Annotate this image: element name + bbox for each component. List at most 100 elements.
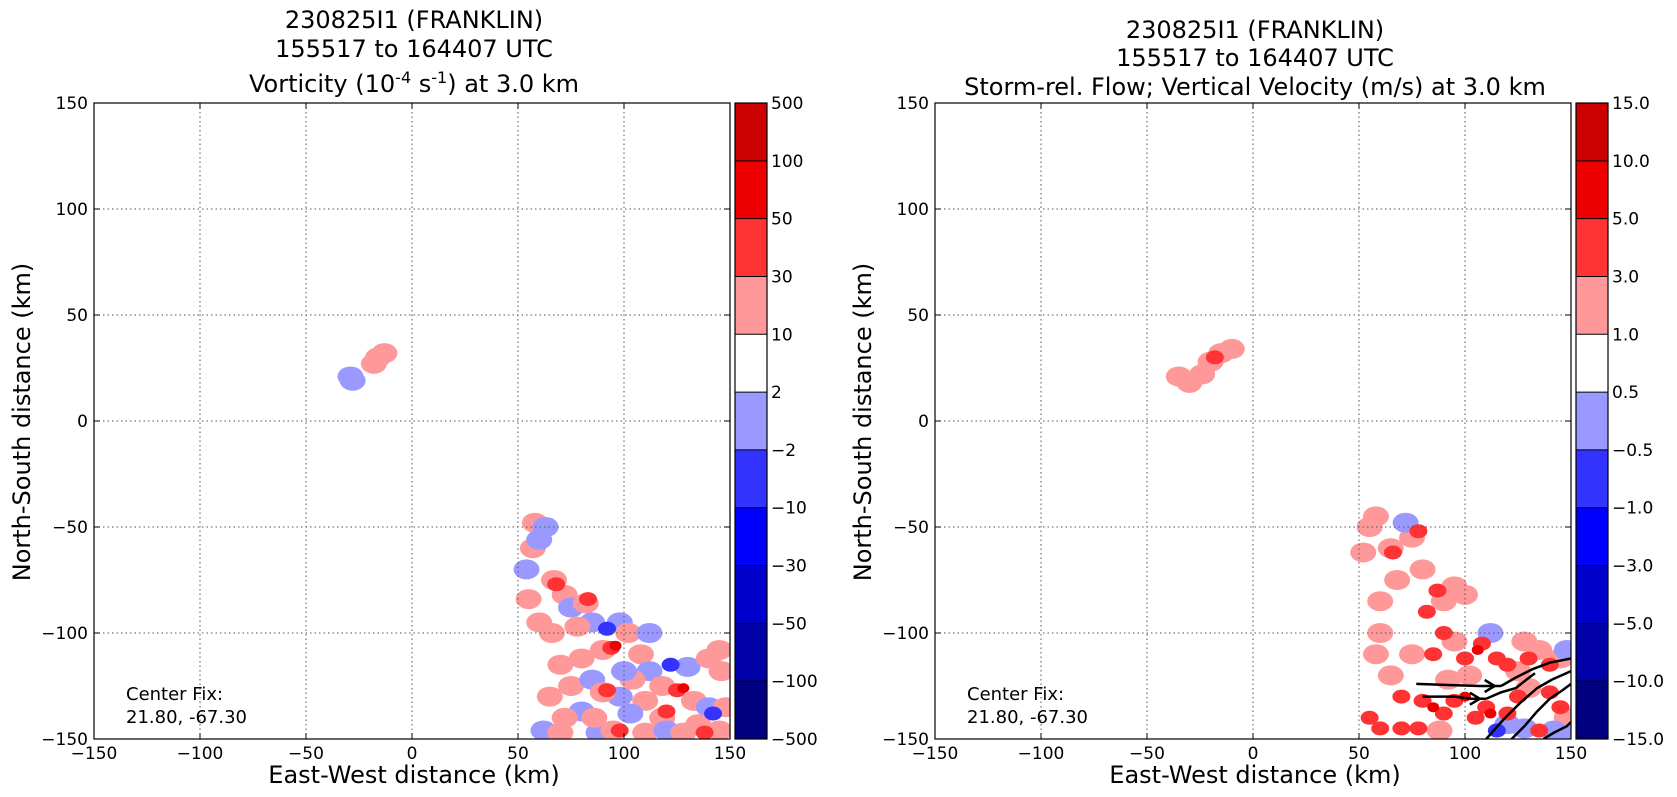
positive-contour-patch <box>706 639 730 660</box>
positive-contour-patch <box>1498 657 1517 672</box>
positive-contour-patch <box>1392 689 1411 704</box>
positive-contour-patch <box>360 353 387 374</box>
colorbar-tick-label: 3.0 <box>1612 267 1639 287</box>
colorbar-segment <box>735 623 767 682</box>
left-title-exp-2: -1 <box>431 68 447 87</box>
positive-contour-patch <box>564 616 591 637</box>
x-tick-label: 150 <box>714 744 746 764</box>
positive-contour-patch <box>578 592 597 607</box>
right-y-axis-label: North-South distance (km) <box>849 263 877 582</box>
negative-contour-patch <box>704 706 723 721</box>
colorbar-tick-label: −500 <box>771 730 818 750</box>
y-tick-label: −100 <box>41 624 88 644</box>
colorbar-tick-label: 10.0 <box>1612 152 1650 172</box>
positive-contour-patch <box>558 676 584 696</box>
colorbar-segment <box>1576 623 1608 682</box>
negative-contour-patch <box>636 623 663 643</box>
positive-contour-patch <box>610 723 629 738</box>
positive-contour-patch <box>1383 545 1402 560</box>
colorbar-segment <box>1576 392 1608 450</box>
left-x-axis-label: East-West distance (km) <box>268 761 559 789</box>
streamline <box>1485 672 1536 700</box>
left-title-line-3: Vorticity (10-4 s-1) at 3.0 km <box>249 68 579 98</box>
colorbar-segment <box>1576 449 1608 508</box>
colorbar-tick-label: −50 <box>771 614 807 634</box>
streamline-arrowhead <box>1484 678 1498 694</box>
colorbar-tick-label: 2 <box>771 383 782 403</box>
colorbar-segment <box>1576 218 1608 277</box>
positive-contour-patch <box>1417 604 1436 619</box>
y-tick-label: −50 <box>52 518 88 538</box>
colorbar-tick-label: −0.5 <box>1612 441 1653 461</box>
x-tick-label: −50 <box>288 744 324 764</box>
positive-contour-patch <box>677 683 690 694</box>
positive-contour-patch <box>1424 647 1443 662</box>
vorticity-panel: 230825I1 (FRANKLIN) 155517 to 164407 UTC… <box>8 6 818 789</box>
x-tick-label: −50 <box>1129 744 1165 764</box>
positive-contour-patch <box>1427 702 1440 713</box>
contour-fill-layer <box>337 343 730 739</box>
left-y-axis-label: North-South distance (km) <box>8 263 36 582</box>
negative-contour-patch <box>598 621 617 636</box>
positive-contour-patch <box>1165 366 1192 387</box>
x-tick-label: 150 <box>1555 744 1587 764</box>
left-title-exp-1: -4 <box>395 68 411 87</box>
colorbar-segment <box>735 276 767 335</box>
colorbar-tick-label: 100 <box>771 152 803 172</box>
positive-contour-patch <box>1509 689 1527 704</box>
plot-frame <box>93 102 731 740</box>
negative-contour-patch <box>513 559 540 580</box>
y-tick-label: 50 <box>66 306 88 326</box>
positive-contour-patch <box>547 722 574 739</box>
x-tick-label: −150 <box>912 744 959 764</box>
left-title-height-part: ) at 3.0 km <box>447 70 579 98</box>
colorbar-segment <box>735 392 767 450</box>
positive-contour-patch <box>695 725 714 739</box>
colorbar-tick-label: −3.0 <box>1612 557 1653 577</box>
colorbar-tick-label: −10.0 <box>1612 672 1664 692</box>
positive-contour-patch <box>598 683 617 698</box>
positive-contour-patch <box>1360 710 1379 725</box>
positive-contour-patch <box>1377 665 1404 686</box>
x-tick-label: 50 <box>507 744 529 764</box>
positive-contour-patch <box>615 623 642 643</box>
colorbar-segment <box>1576 507 1608 566</box>
positive-contour-patch <box>1409 721 1428 736</box>
colorbar-segment <box>735 103 767 161</box>
plot-frame <box>934 102 1572 740</box>
negative-contour-patch <box>617 703 644 724</box>
positive-contour-patch <box>1384 570 1411 590</box>
negative-contour-patch <box>532 517 559 537</box>
positive-contour-patch <box>1530 723 1549 738</box>
positive-contour-patch <box>1511 631 1538 652</box>
colorbar-tick-label: 500 <box>771 94 803 114</box>
positive-contour-patch <box>1551 700 1570 715</box>
colorbar-tick-label: 50 <box>771 210 793 230</box>
positive-contour-patch <box>609 640 622 651</box>
y-tick-label: 100 <box>897 200 929 220</box>
negative-contour-patch <box>339 370 366 391</box>
grid-lines: −150 −100 −50 0 50 100 150 150 100 50 0 −50 −100 −150 <box>882 94 1587 764</box>
x-tick-label: 100 <box>1449 744 1481 764</box>
left-colorbar: −500 −100 −50 −30 −10 −2 2 10 30 50 100 500 <box>734 94 818 750</box>
right-x-axis-label: East-West distance (km) <box>1109 761 1400 789</box>
y-tick-label: −100 <box>882 624 929 644</box>
left-title-line-1: 230825I1 (FRANKLIN) <box>285 6 543 34</box>
colorbar-frame <box>734 102 768 740</box>
colorbar-segment <box>1576 681 1608 739</box>
y-tick-label: 150 <box>897 94 929 114</box>
positive-contour-patch <box>568 648 595 669</box>
colorbar-segment <box>735 681 767 739</box>
colorbar-tick-label: 0.5 <box>1612 383 1639 403</box>
streamline <box>1510 682 1571 739</box>
positive-contour-patch <box>1362 506 1389 527</box>
y-tick-label: 0 <box>918 412 929 432</box>
positive-contour-patch <box>1428 583 1447 598</box>
left-title-line-2: 155517 to 164407 UTC <box>275 35 553 63</box>
streamline-arrowhead <box>1469 691 1483 706</box>
negative-contour-patch <box>661 657 680 672</box>
colorbar-tick-label: −15.0 <box>1612 730 1664 750</box>
positive-contour-patch <box>1409 559 1436 580</box>
colorbar-tick-label: 15.0 <box>1612 94 1650 114</box>
colorbar-tick-label: 1.0 <box>1612 325 1639 345</box>
